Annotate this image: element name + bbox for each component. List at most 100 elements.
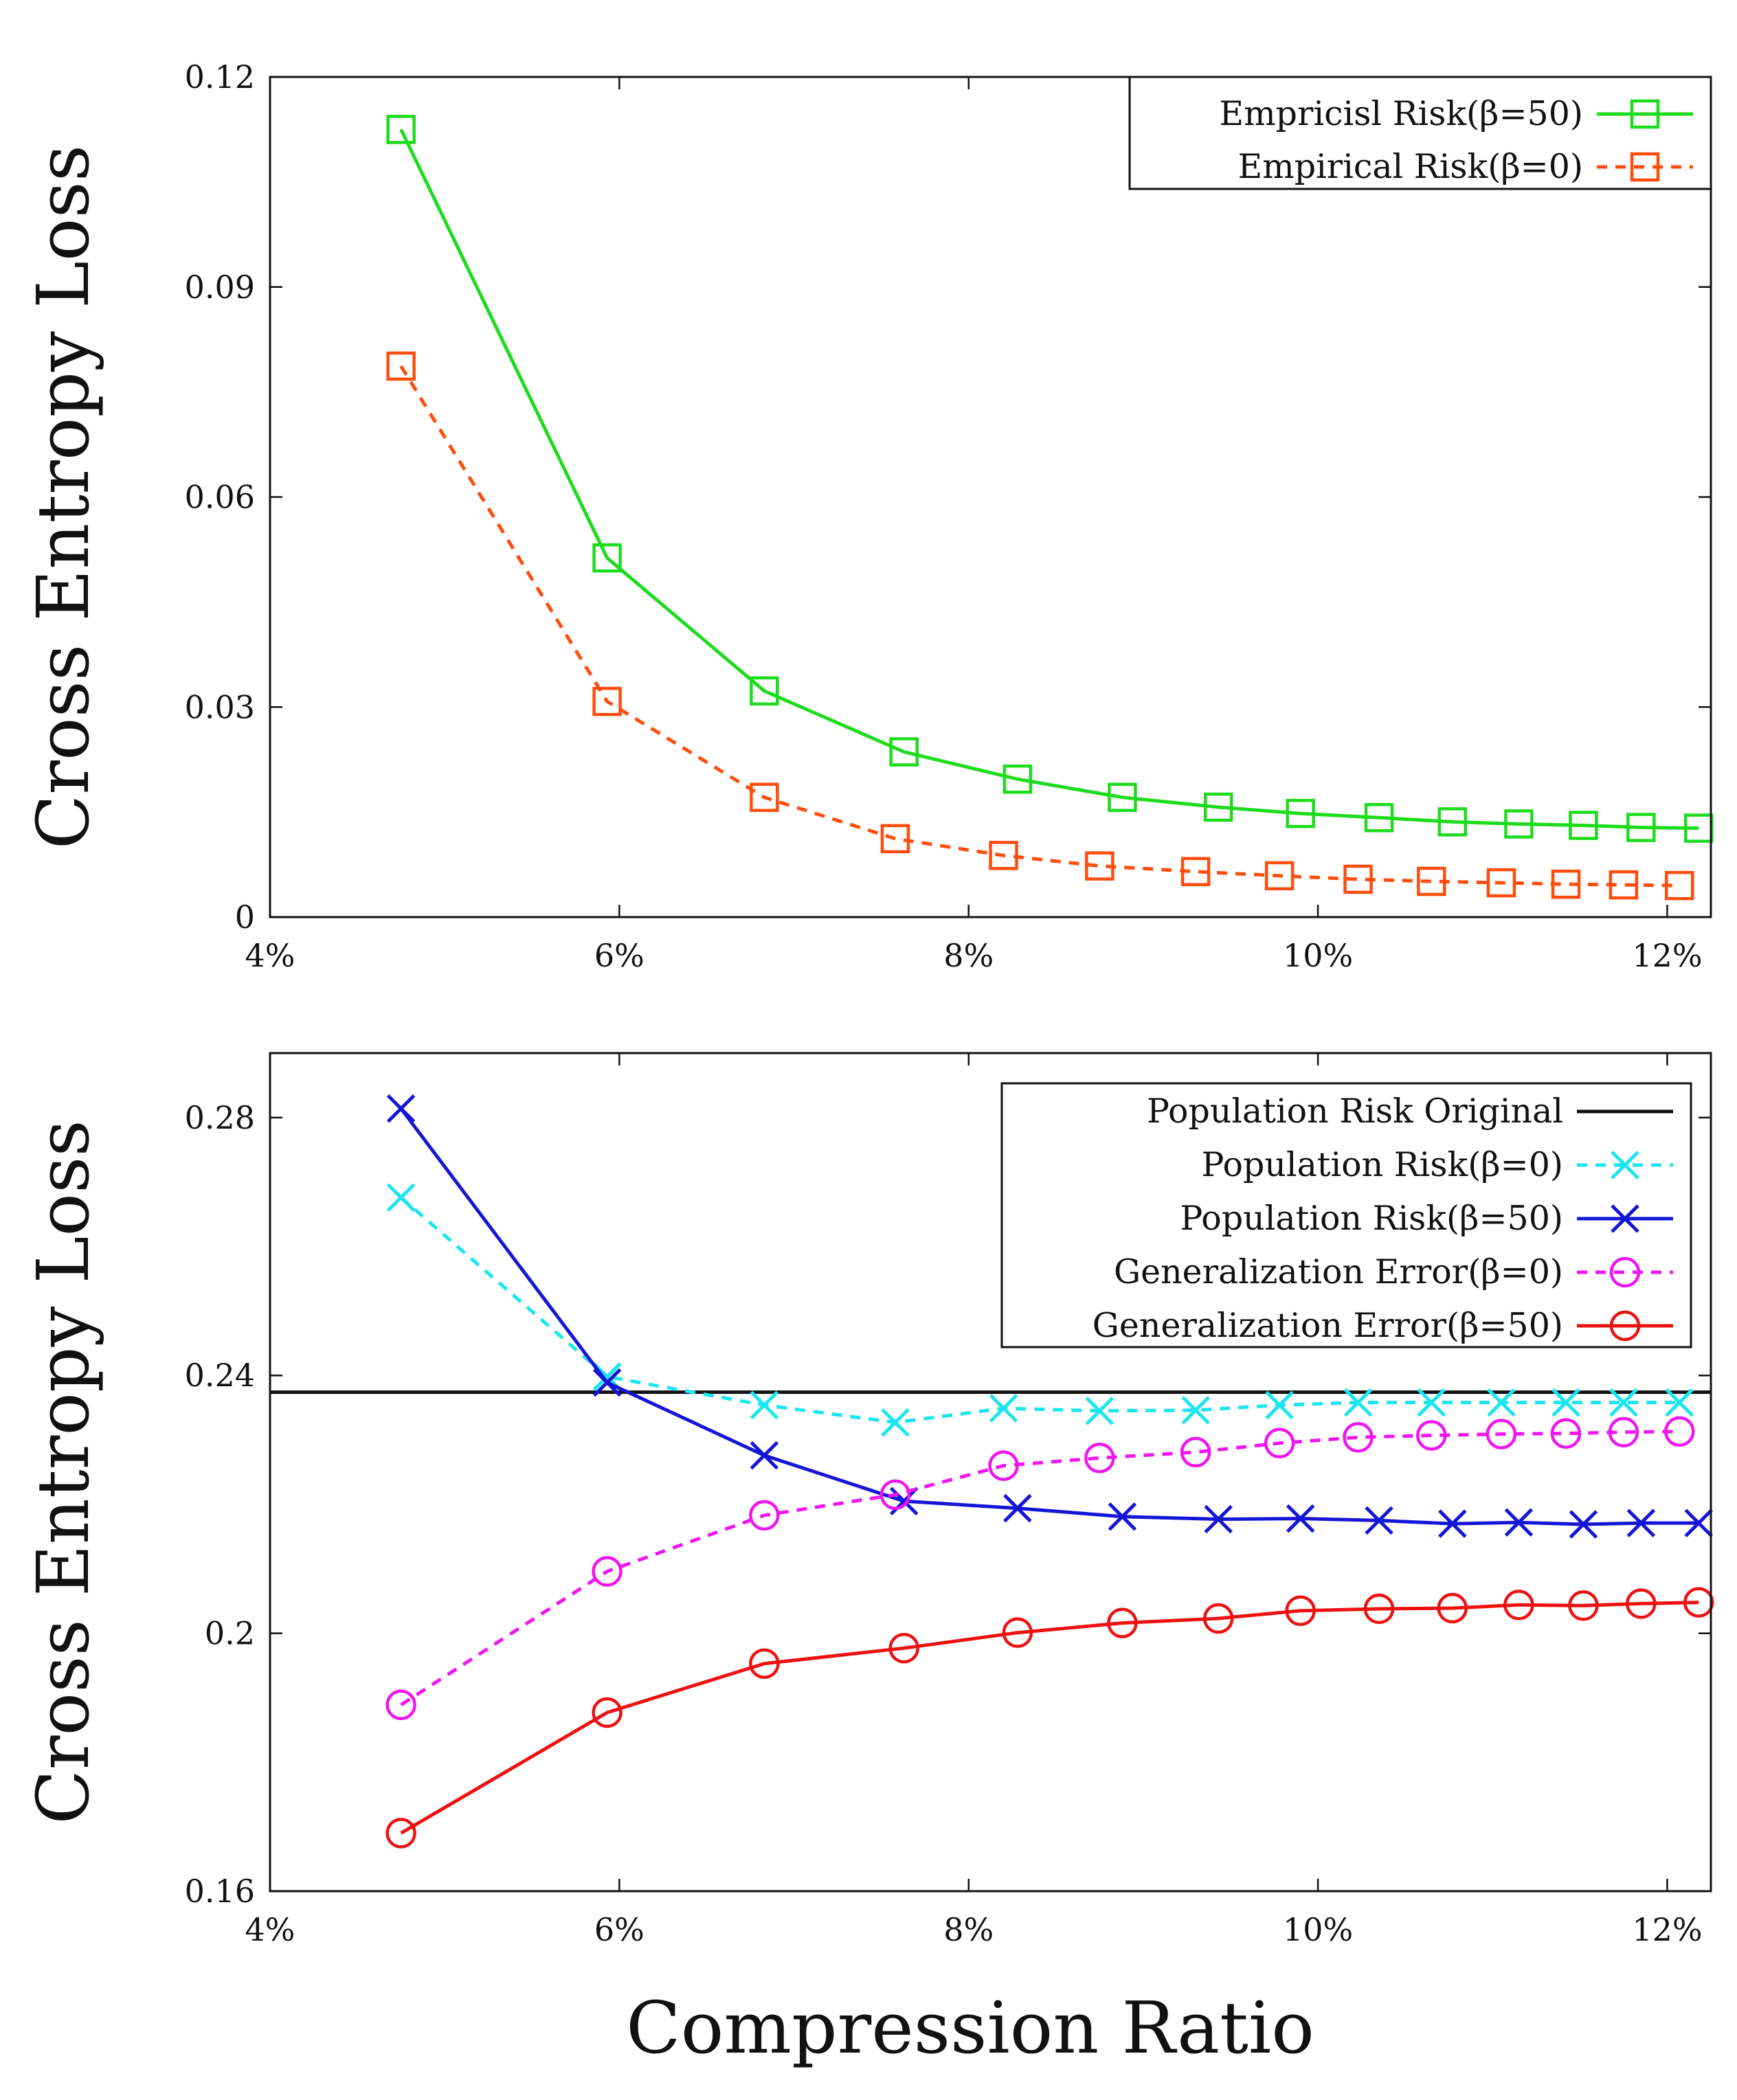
data-point bbox=[386, 1183, 416, 1212]
data-point bbox=[749, 1500, 780, 1531]
data-point bbox=[1180, 1436, 1211, 1468]
data-point bbox=[1364, 803, 1394, 833]
plot-frame bbox=[269, 1052, 1712, 1893]
data-point bbox=[750, 1390, 779, 1420]
data-point bbox=[1609, 1388, 1638, 1417]
data-point bbox=[1204, 1504, 1233, 1534]
data-point bbox=[1663, 1416, 1695, 1447]
series-generalization-error-beta-0 bbox=[385, 1416, 1695, 1721]
data-point bbox=[750, 676, 779, 706]
y-tick-label: 0.28 bbox=[185, 1099, 255, 1136]
x-tick-label: 12% bbox=[1632, 937, 1702, 974]
x-tick-label: 10% bbox=[1283, 937, 1353, 974]
series-generalization-error-beta-50 bbox=[385, 1587, 1714, 1849]
legend: Population Risk Original Population Risk(… bbox=[1000, 1082, 1692, 1348]
data-point bbox=[1203, 792, 1233, 822]
data-point bbox=[1665, 1388, 1694, 1417]
data-point bbox=[1568, 1590, 1599, 1621]
bottom-chart-panel: Cross Entropy Loss 4% 6% 8% 10% 12% 0.16 0.2 0.2… bbox=[21, 1052, 1714, 1948]
data-point bbox=[592, 1368, 622, 1397]
data-point bbox=[1085, 1397, 1114, 1425]
data-point bbox=[1437, 807, 1468, 837]
data-point bbox=[1286, 798, 1315, 828]
data-point bbox=[1438, 1509, 1467, 1538]
y-tick-label: 0.12 bbox=[185, 58, 255, 95]
x-tick-label: 4% bbox=[245, 937, 295, 974]
legend-swatch-marker bbox=[1609, 1256, 1641, 1288]
data-point bbox=[1609, 870, 1639, 900]
y-tick-label: 0.06 bbox=[185, 479, 255, 516]
data-point bbox=[386, 351, 416, 381]
x-tick-label: 10% bbox=[1283, 1911, 1353, 1948]
x-tick-label: 8% bbox=[943, 937, 994, 974]
y-axis-title: Cross Entropy Loss bbox=[21, 145, 105, 850]
data-point bbox=[1285, 1595, 1316, 1627]
data-point bbox=[1504, 1508, 1534, 1537]
legend-label: Population Risk Original bbox=[1147, 1092, 1563, 1131]
data-point bbox=[1626, 1509, 1656, 1537]
data-point bbox=[1365, 1506, 1393, 1535]
data-point bbox=[592, 1697, 623, 1728]
data-point bbox=[880, 824, 910, 854]
data-point bbox=[1550, 1418, 1582, 1449]
y-tick-label: 0.03 bbox=[185, 688, 255, 725]
legend-label: Population Risk(β=50) bbox=[1180, 1199, 1563, 1238]
data-point bbox=[1417, 866, 1446, 896]
data-point bbox=[1343, 1422, 1374, 1453]
data-point bbox=[888, 1632, 919, 1664]
data-point bbox=[1487, 1388, 1516, 1417]
data-point bbox=[1626, 1588, 1657, 1619]
series-line bbox=[399, 1196, 1680, 1425]
data-point bbox=[1684, 1509, 1713, 1537]
data-point bbox=[750, 1441, 779, 1470]
data-point bbox=[889, 737, 919, 767]
y-tick-label: 0.2 bbox=[205, 1615, 255, 1652]
series-line bbox=[399, 128, 1699, 831]
data-point bbox=[989, 841, 1018, 870]
data-point bbox=[1002, 764, 1033, 794]
data-point bbox=[1486, 868, 1516, 898]
x-tick-label: 12% bbox=[1632, 1911, 1702, 1948]
legend-swatch-marker bbox=[1611, 1151, 1639, 1179]
data-point bbox=[989, 1394, 1018, 1423]
y-tick-label: 0.24 bbox=[185, 1357, 255, 1394]
data-point bbox=[1551, 869, 1581, 899]
data-point bbox=[1363, 1593, 1395, 1625]
legend-box bbox=[1128, 76, 1712, 190]
data-point bbox=[1416, 1420, 1447, 1451]
data-point bbox=[1608, 1416, 1639, 1448]
data-point bbox=[1002, 1617, 1033, 1648]
legend-label: Generalization Error(β=50) bbox=[1092, 1306, 1563, 1345]
data-point bbox=[1683, 1587, 1714, 1618]
data-point bbox=[385, 1689, 416, 1721]
data-point bbox=[1202, 1603, 1234, 1634]
series-line bbox=[400, 1430, 1680, 1706]
x-axis-title: Compression Ratio bbox=[626, 1986, 1314, 2070]
data-point bbox=[749, 1648, 780, 1679]
legend-swatch-marker bbox=[1609, 1310, 1641, 1342]
legend-swatch-marker bbox=[1630, 99, 1660, 129]
data-point bbox=[1108, 782, 1137, 812]
series-line bbox=[399, 1107, 1699, 1526]
data-point bbox=[1569, 1510, 1598, 1539]
data-point bbox=[385, 1818, 416, 1849]
legend: Empricisl Risk(β=50) Empirical Risk(β=0) bbox=[1128, 76, 1712, 190]
data-point bbox=[1569, 811, 1598, 840]
data-point bbox=[1107, 1607, 1138, 1638]
data-point bbox=[386, 1094, 416, 1123]
data-point bbox=[1181, 1396, 1210, 1425]
series-empirical-risk-beta-0 bbox=[386, 351, 1694, 901]
data-point bbox=[1180, 857, 1211, 887]
series-population-risk-beta-0 bbox=[386, 1183, 1694, 1437]
data-point bbox=[881, 1408, 910, 1437]
data-point bbox=[1003, 1493, 1032, 1523]
data-point bbox=[1664, 870, 1694, 901]
series-line bbox=[399, 365, 1680, 888]
data-point bbox=[1343, 864, 1373, 894]
data-point bbox=[1343, 1388, 1373, 1417]
data-point bbox=[1265, 1390, 1294, 1420]
x-tick-label: 4% bbox=[245, 1911, 295, 1948]
plot-frame bbox=[269, 76, 1712, 918]
data-point bbox=[1626, 813, 1656, 842]
